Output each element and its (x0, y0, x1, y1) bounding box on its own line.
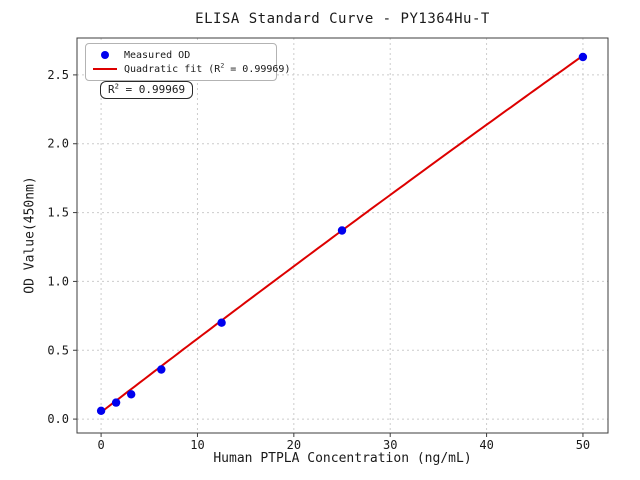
legend: Measured OD Quadratic fit (R2 = 0.99969) (85, 43, 290, 81)
data-point (111, 398, 121, 407)
legend-label: Measured OD (124, 49, 191, 61)
x-tick-label: 10 (190, 438, 204, 452)
axes-frame (76, 37, 609, 434)
r-squared-annotation: R2 = 0.99969 (100, 81, 194, 99)
data-point (337, 226, 347, 235)
x-tick-label: 40 (479, 438, 493, 452)
x-tick-label: 20 (287, 438, 301, 452)
legend-marker-line (92, 68, 118, 70)
data-point (578, 52, 588, 62)
data-point (127, 390, 136, 399)
y-tick-label: 2.5 (47, 68, 69, 82)
line-marker-icon (93, 68, 117, 70)
legend-label: Quadratic fit (R2 = 0.99969) (124, 61, 291, 75)
scatter-marker-icon (101, 51, 109, 59)
data-point (96, 406, 106, 415)
data-point (157, 365, 166, 374)
legend-item-measured-od: Measured OD (92, 48, 270, 62)
x-tick-label: 50 (576, 438, 590, 452)
legend-marker-dot (92, 51, 118, 59)
x-axis-label: Human PTPLA Concentration (ng/mL) (213, 451, 472, 466)
x-tick-label: 0 (97, 438, 104, 452)
legend-item-quadratic-fit: Quadratic fit (R2 = 0.99969) (92, 62, 290, 76)
data-point (217, 318, 226, 327)
y-tick-label: 1.0 (47, 274, 69, 288)
y-tick-label: 0.0 (47, 412, 69, 426)
x-tick-label: 30 (383, 438, 397, 452)
y-axis-label: OD Value(450nm) (22, 176, 38, 294)
y-tick-label: 2.0 (47, 137, 69, 151)
chart-title: ELISA Standard Curve - PY1364Hu-T (195, 11, 490, 27)
y-tick-label: 1.5 (47, 206, 69, 220)
y-tick-label: 0.5 (47, 343, 69, 357)
